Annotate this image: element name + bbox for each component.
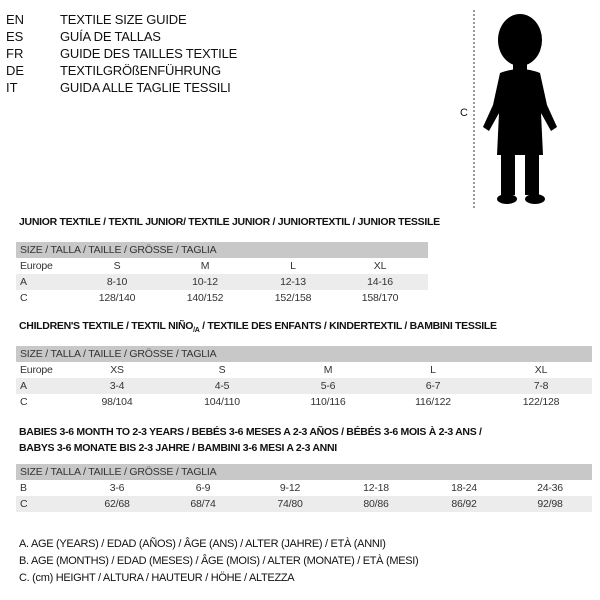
table-cell: 104/110 <box>204 396 240 408</box>
table-cell: 152/158 <box>274 292 312 304</box>
table-cell: 62/68 <box>104 498 130 510</box>
table-row: C 98/104 104/110 110/116 116/122 122/128 <box>16 394 592 410</box>
lang-code: DE <box>6 63 25 78</box>
title-sub: /A <box>193 327 200 335</box>
lang-code: IT <box>6 80 18 95</box>
table-cell: 74/80 <box>277 498 303 510</box>
table-cell: 5-6 <box>320 380 336 392</box>
table-cell: 92/98 <box>537 498 563 510</box>
babies-title-2: BABYS 3-6 MONATE BIS 2-3 JAHRE / BAMBINI… <box>19 442 337 454</box>
guide-title: GUIDE DES TAILLES TEXTILE <box>60 46 238 61</box>
note-a: A. AGE (YEARS) / EDAD (AÑOS) / ÂGE (ANS)… <box>19 538 386 550</box>
table-row: Europe S M L XL <box>16 258 428 274</box>
table-cell: 6-7 <box>425 380 441 392</box>
table-cell: 3-4 <box>109 380 125 392</box>
table-cell: 80/86 <box>363 498 389 510</box>
table-cell: S <box>113 260 121 272</box>
table-row: C 62/68 68/74 74/80 80/86 86/92 92/98 <box>16 496 592 512</box>
junior-size-table: SIZE / TALLA / TAILLE / GRÖSSE / TAGLIA … <box>16 242 428 306</box>
babies-size-table: SIZE / TALLA / TAILLE / GRÖSSE / TAGLIA … <box>16 464 592 512</box>
table-cell: 140/152 <box>186 292 224 304</box>
table-row: A 3-4 4-5 5-6 6-7 7-8 <box>16 378 592 394</box>
guide-title: TEXTILGRÖßENFÜHRUNG <box>60 63 221 78</box>
table-cell: 98/104 <box>101 396 133 408</box>
guide-title: GUÍA DE TALLAS <box>60 29 161 44</box>
table-header: SIZE / TALLA / TAILLE / GRÖSSE / TAGLIA <box>16 242 428 258</box>
row-label: A <box>20 380 27 392</box>
children-size-table: SIZE / TALLA / TAILLE / GRÖSSE / TAGLIA … <box>16 346 592 410</box>
row-label: C <box>20 498 28 510</box>
table-header: SIZE / TALLA / TAILLE / GRÖSSE / TAGLIA <box>16 464 592 480</box>
table-cell: S <box>218 364 226 376</box>
table-cell: 122/128 <box>522 396 560 408</box>
table-cell: XS <box>110 364 124 376</box>
child-silhouette-icon <box>473 10 557 210</box>
row-label: B <box>20 482 27 494</box>
lang-code: EN <box>6 12 25 27</box>
guide-title: TEXTILE SIZE GUIDE <box>60 12 187 27</box>
table-cell: 14-16 <box>367 276 393 288</box>
row-label: C <box>20 292 28 304</box>
table-row: Europe XS S M L XL <box>16 362 592 378</box>
table-cell: 9-12 <box>279 482 301 494</box>
note-b: B. AGE (MONTHS) / EDAD (MESES) / ÂGE (MO… <box>19 555 419 567</box>
table-cell: L <box>430 364 436 376</box>
table-cell: 110/116 <box>310 396 346 408</box>
table-cell: XL <box>373 260 387 272</box>
table-cell: L <box>290 260 296 272</box>
table-cell: M <box>323 364 333 376</box>
table-cell: 24-36 <box>537 482 563 494</box>
table-cell: 128/140 <box>98 292 136 304</box>
table-cell: 18-24 <box>451 482 477 494</box>
table-header: SIZE / TALLA / TAILLE / GRÖSSE / TAGLIA <box>16 346 592 362</box>
row-label: Europe <box>20 364 53 376</box>
table-row: C 128/140 140/152 152/158 158/170 <box>16 290 428 306</box>
table-cell: 12-13 <box>280 276 306 288</box>
table-cell: 86/92 <box>451 498 477 510</box>
table-cell: 3-6 <box>109 482 125 494</box>
children-title: CHILDREN'S TEXTILE / TEXTIL NIÑO/A / TEX… <box>19 320 497 334</box>
note-c: C. (cm) HEIGHT / ALTURA / HAUTEUR / HÖHE… <box>19 572 295 584</box>
row-label: C <box>20 396 28 408</box>
table-cell: 6-9 <box>195 482 211 494</box>
table-cell: 10-12 <box>192 276 218 288</box>
lang-code: FR <box>6 46 24 61</box>
table-cell: M <box>200 260 210 272</box>
junior-title: JUNIOR TEXTILE / TEXTIL JUNIOR/ TEXTILE … <box>19 216 440 228</box>
row-label: Europe <box>20 260 53 272</box>
row-label: A <box>20 276 27 288</box>
height-label: C <box>460 107 468 119</box>
lang-code: ES <box>6 29 24 44</box>
table-cell: 68/74 <box>190 498 216 510</box>
guide-title: GUIDA ALLE TAGLIE TESSILI <box>60 80 231 95</box>
table-cell: 158/170 <box>361 292 399 304</box>
table-cell: 12-18 <box>363 482 389 494</box>
babies-title-1: BABIES 3-6 MONTH TO 2-3 YEARS / BEBÉS 3-… <box>19 426 482 438</box>
table-cell: 7-8 <box>533 380 549 392</box>
table-cell: 8-10 <box>106 276 128 288</box>
table-cell: 116/122 <box>415 396 451 408</box>
table-row: A 8-10 10-12 12-13 14-16 <box>16 274 428 290</box>
table-cell: 4-5 <box>214 380 230 392</box>
title-part: CHILDREN'S TEXTILE / TEXTIL NIÑO <box>19 320 194 332</box>
title-part: / TEXTILE DES ENFANTS / KINDERTEXTIL / B… <box>199 320 497 332</box>
table-cell: XL <box>534 364 548 376</box>
table-row: B 3-6 6-9 9-12 12-18 18-24 24-36 <box>16 480 592 496</box>
